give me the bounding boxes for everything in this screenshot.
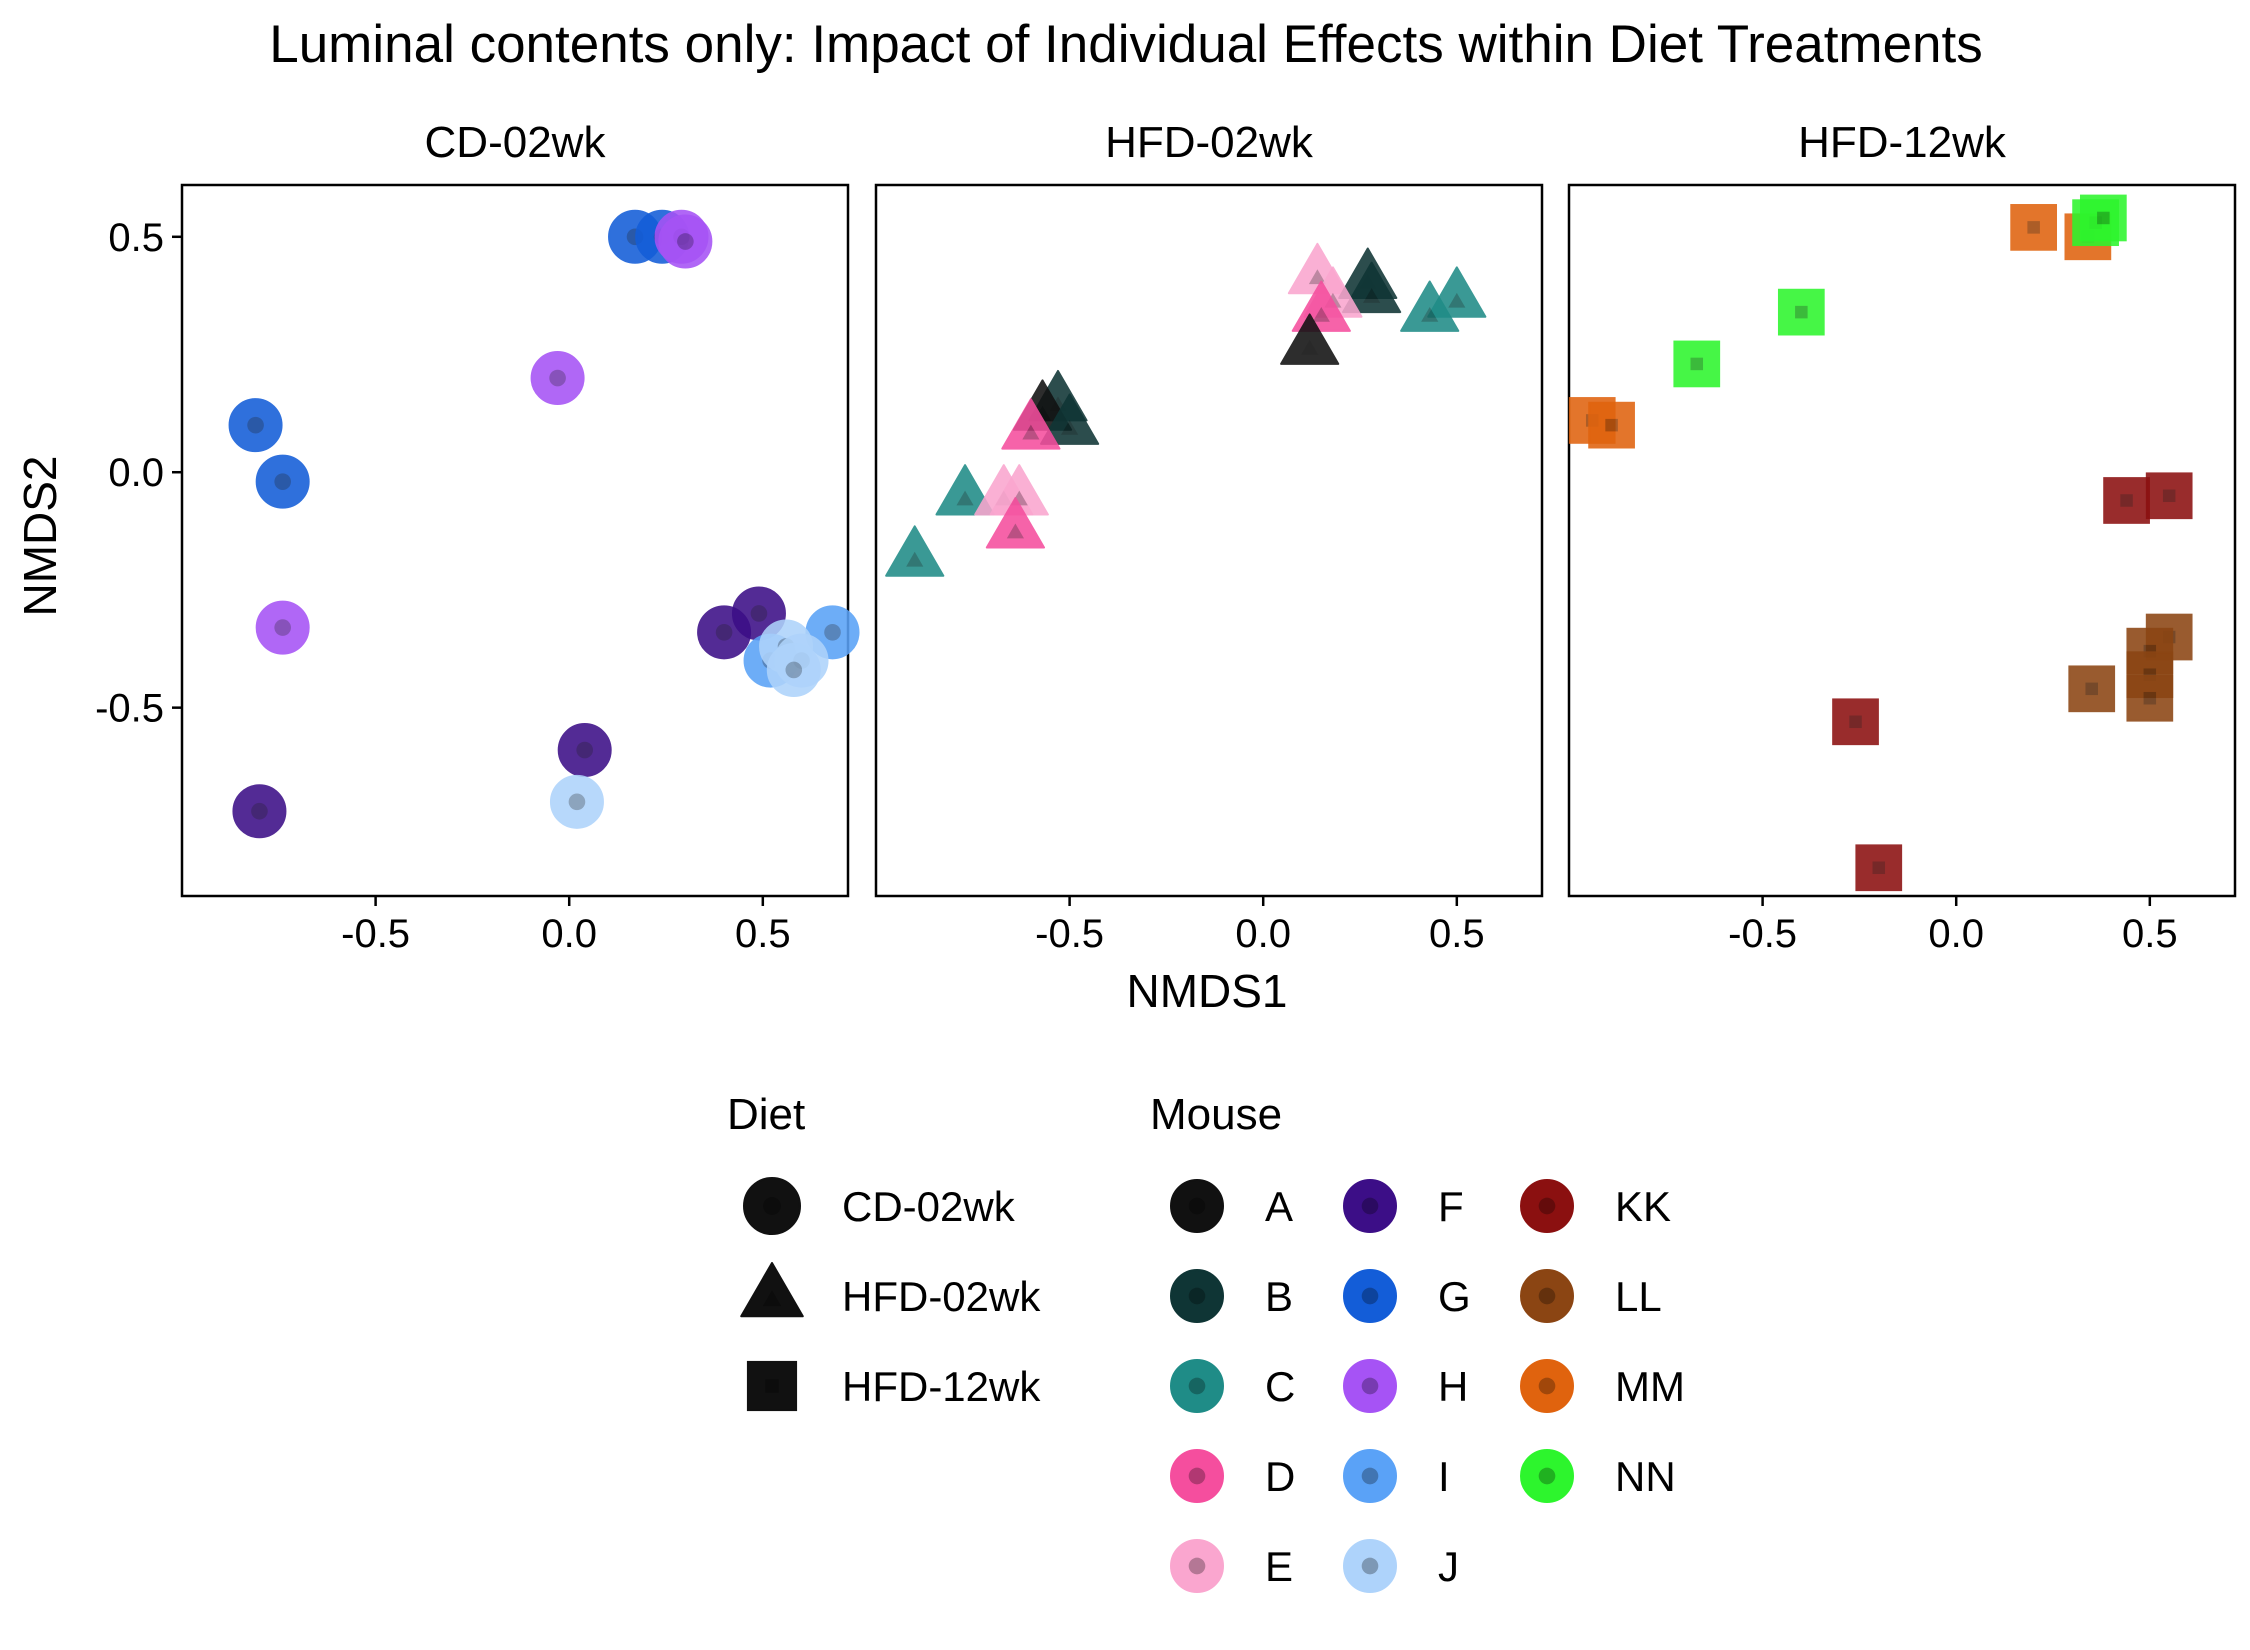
panel-border bbox=[180, 183, 850, 898]
legend-mouse-key-b bbox=[1170, 1269, 1224, 1323]
data-point-a bbox=[1280, 313, 1340, 365]
x-tick-label: -0.5 bbox=[1035, 912, 1104, 956]
legend-mouse-key-f bbox=[1343, 1179, 1397, 1233]
legend-mouse-label: KK bbox=[1615, 1183, 1671, 1230]
legend-diet: Diet CD-02wk HFD-02wk HFD-12wk bbox=[727, 1090, 1041, 1412]
legend-mouse-label: J bbox=[1438, 1543, 1459, 1590]
legend-diet-key-square bbox=[746, 1360, 798, 1412]
x-tick-label: 0.0 bbox=[1235, 912, 1291, 956]
x-tick-label: -0.5 bbox=[341, 912, 410, 956]
legend-mouse-label: G bbox=[1438, 1273, 1471, 1320]
x-axis-label: NMDS1 bbox=[1126, 965, 1287, 1017]
legend-mouse-key-kk bbox=[1520, 1179, 1574, 1233]
legend-diet-label: HFD-12wk bbox=[842, 1363, 1041, 1410]
data-point-nn bbox=[1777, 288, 1825, 336]
legend-mouse-title: Mouse bbox=[1150, 1090, 1282, 1139]
data-point-kk bbox=[1832, 698, 1879, 746]
legend-mouse-key-d bbox=[1170, 1449, 1224, 1503]
legend-mouse-label: LL bbox=[1615, 1273, 1662, 1320]
legend-mouse-label: A bbox=[1265, 1183, 1293, 1230]
data-point-mm bbox=[2010, 204, 2058, 251]
data-point-b bbox=[1040, 393, 1100, 445]
facet-strip-label: HFD-02wk bbox=[1105, 118, 1314, 167]
y-axis-label: NMDS2 bbox=[14, 455, 66, 616]
x-tick-label: 0.5 bbox=[1429, 912, 1485, 956]
data-point-nn bbox=[2079, 194, 2127, 242]
legend-mouse-label: H bbox=[1438, 1363, 1468, 1410]
legend-mouse-label: MM bbox=[1615, 1363, 1685, 1410]
y-tick-label: 0.5 bbox=[108, 216, 164, 260]
data-point-f bbox=[232, 784, 287, 839]
legend-diet-key-circle bbox=[743, 1177, 801, 1235]
chart-title: Luminal contents only: Impact of Individ… bbox=[269, 15, 1983, 74]
x-tick-label: 0.0 bbox=[541, 912, 597, 956]
legend-mouse-label: E bbox=[1265, 1543, 1293, 1590]
legend-mouse-key-i bbox=[1343, 1449, 1397, 1503]
legend-mouse-label: I bbox=[1438, 1453, 1450, 1500]
facet-panel-cd-02wk: CD-02wk -0.5 0.0 0.5 0.5 0.0 -0.5 bbox=[95, 118, 860, 956]
facet-strip-label: HFD-12wk bbox=[1798, 118, 2007, 167]
legend-mouse-key-e bbox=[1170, 1539, 1224, 1593]
data-point-g bbox=[255, 454, 310, 509]
data-point-ll bbox=[2126, 674, 2174, 722]
legend-mouse-key-j bbox=[1343, 1539, 1397, 1593]
data-point-g bbox=[228, 398, 283, 453]
legend-mouse-label: C bbox=[1265, 1363, 1295, 1410]
legend-mouse-key-c bbox=[1170, 1359, 1224, 1413]
data-point-d bbox=[985, 497, 1045, 549]
data-point-h bbox=[658, 214, 713, 269]
facet-panel-hfd-12wk: HFD-12wk -0.5 0.0 0.5 bbox=[1567, 118, 2237, 956]
data-point-f bbox=[557, 723, 612, 778]
legend-mouse-key-mm bbox=[1520, 1359, 1574, 1413]
data-point-c bbox=[935, 464, 995, 516]
x-tick-label: 0.5 bbox=[2122, 912, 2178, 956]
data-point-c bbox=[885, 525, 945, 577]
data-point-b bbox=[1342, 261, 1402, 314]
legend-mouse-key-ll bbox=[1520, 1269, 1574, 1323]
legend-mouse-label: D bbox=[1265, 1453, 1295, 1500]
legend-diet-label: HFD-02wk bbox=[842, 1273, 1041, 1320]
data-point-c bbox=[1400, 280, 1460, 332]
data-point-kk bbox=[2145, 472, 2193, 520]
legend-mouse-key-g bbox=[1343, 1269, 1397, 1323]
legend-mouse-key-nn bbox=[1520, 1449, 1574, 1503]
data-point-j bbox=[766, 642, 821, 697]
legend-diet-key-triangle bbox=[740, 1262, 804, 1318]
legend-diet-title: Diet bbox=[727, 1090, 805, 1139]
facet-strip-label: CD-02wk bbox=[425, 118, 607, 167]
y-tick-label: 0.0 bbox=[108, 451, 164, 495]
data-point-kk bbox=[2103, 477, 2150, 524]
legend-mouse-label: F bbox=[1438, 1183, 1464, 1230]
data-point-h bbox=[530, 351, 585, 406]
data-point-h bbox=[255, 600, 310, 655]
x-tick-label: -0.5 bbox=[1728, 912, 1797, 956]
data-point-mm bbox=[1588, 401, 1635, 449]
data-point-nn bbox=[1673, 340, 1721, 388]
facet-panel-hfd-02wk: HFD-02wk -0.5 0.0 0.5 bbox=[874, 118, 1544, 956]
panel-border bbox=[1567, 183, 2237, 898]
data-point-j bbox=[549, 774, 604, 829]
legend-mouse-key-a bbox=[1170, 1179, 1224, 1233]
x-tick-label: 0.0 bbox=[1928, 912, 1984, 956]
legend-mouse-key-h bbox=[1343, 1359, 1397, 1413]
facet-panels: CD-02wk -0.5 0.0 0.5 0.5 0.0 -0.5 HFD-02wk -0.5 0… bbox=[95, 118, 2237, 956]
data-point-kk bbox=[1855, 844, 1903, 892]
legend-diet-label: CD-02wk bbox=[842, 1183, 1016, 1230]
y-tick-label: -0.5 bbox=[95, 687, 164, 731]
legend-mouse-label: NN bbox=[1615, 1453, 1676, 1500]
x-tick-label: 0.5 bbox=[735, 912, 791, 956]
legend-mouse-label: B bbox=[1265, 1273, 1293, 1320]
data-point-ll bbox=[2068, 665, 2116, 713]
data-point-d bbox=[1001, 398, 1061, 450]
